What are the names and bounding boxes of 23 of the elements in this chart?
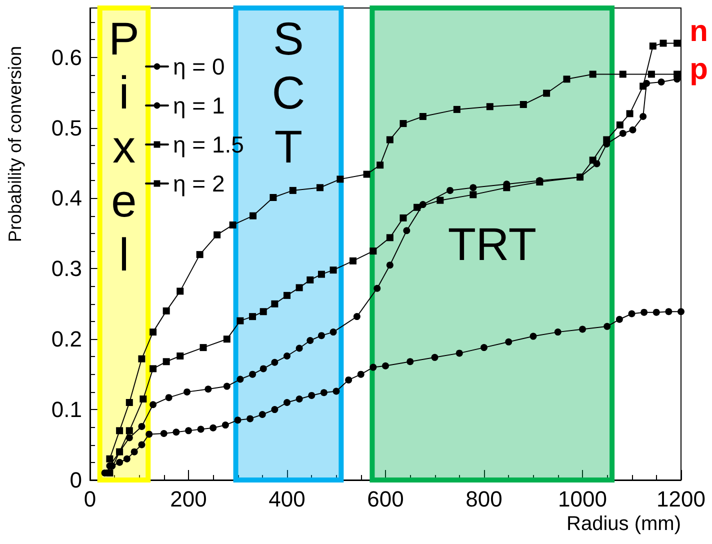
band-label: Pixel xyxy=(108,12,140,280)
x-axis-title: Radius (mm) xyxy=(566,513,681,535)
text: n xyxy=(690,14,708,50)
x-tick-label: 200 xyxy=(170,486,207,512)
x-tick-label: 1000 xyxy=(558,486,607,512)
band-label: TRT xyxy=(448,218,536,270)
legend-label: η = 2 xyxy=(173,170,225,196)
y-tick-label: 0.3 xyxy=(51,256,82,282)
x-tick-label: 1200 xyxy=(656,486,706,512)
legend-label: η = 1 xyxy=(173,92,225,118)
y-tick-label: 0.1 xyxy=(51,397,82,422)
y-axis-title: Probability of conversion xyxy=(5,46,25,242)
y-tick-label: 0.2 xyxy=(51,326,82,352)
x-tick-label: 800 xyxy=(466,486,502,512)
y-tick-label: 0.5 xyxy=(51,115,82,140)
x-tick-label: 600 xyxy=(367,486,404,512)
x-tick-label: 400 xyxy=(268,486,306,512)
y-tick-label: 0.6 xyxy=(51,44,82,70)
band-label: SCT xyxy=(272,12,306,172)
y-tick-label: 0 xyxy=(70,468,82,492)
legend-label: η = 0 xyxy=(173,54,225,80)
text: p xyxy=(690,52,708,88)
y-tick-label: 0.4 xyxy=(51,186,82,211)
